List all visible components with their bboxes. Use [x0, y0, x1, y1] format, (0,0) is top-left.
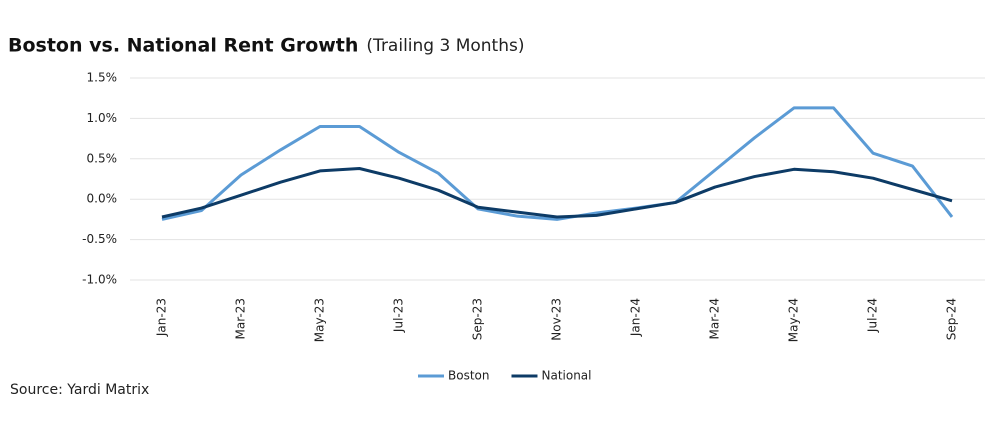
y-tick-label: -1.0%: [82, 273, 117, 287]
x-tick-label: May-23: [313, 298, 327, 342]
x-tick-label: May-24: [787, 298, 801, 342]
chart-subtitle: (Trailing 3 Months): [366, 36, 524, 56]
chart-title: Boston vs. National Rent Growth: [8, 35, 358, 57]
legend-label: Boston: [448, 369, 489, 383]
y-tick-label: -0.5%: [82, 232, 117, 246]
series-line: [161, 166, 953, 219]
x-tick-label: Nov-23: [550, 298, 564, 341]
legend-label: National: [541, 369, 591, 383]
y-tick-label: 0.5%: [87, 151, 118, 165]
y-tick-label: 1.0%: [87, 111, 118, 125]
x-tick-label: Jul-23: [392, 298, 406, 333]
y-tick-label: 0.0%: [87, 192, 118, 206]
x-tick-label: Mar-24: [708, 298, 722, 339]
source: Source: Yardi Matrix: [10, 382, 149, 398]
series-line: [161, 106, 954, 221]
y-tick-label: 1.5%: [87, 71, 118, 85]
x-tick-label: Sep-24: [945, 298, 959, 340]
x-tick-label: Jan-23: [155, 298, 169, 337]
x-tick-label: Jul-24: [866, 298, 880, 333]
x-tick-label: Sep-23: [471, 298, 485, 340]
x-tick-label: Mar-23: [234, 298, 248, 339]
x-tick-label: Jan-24: [629, 298, 643, 337]
